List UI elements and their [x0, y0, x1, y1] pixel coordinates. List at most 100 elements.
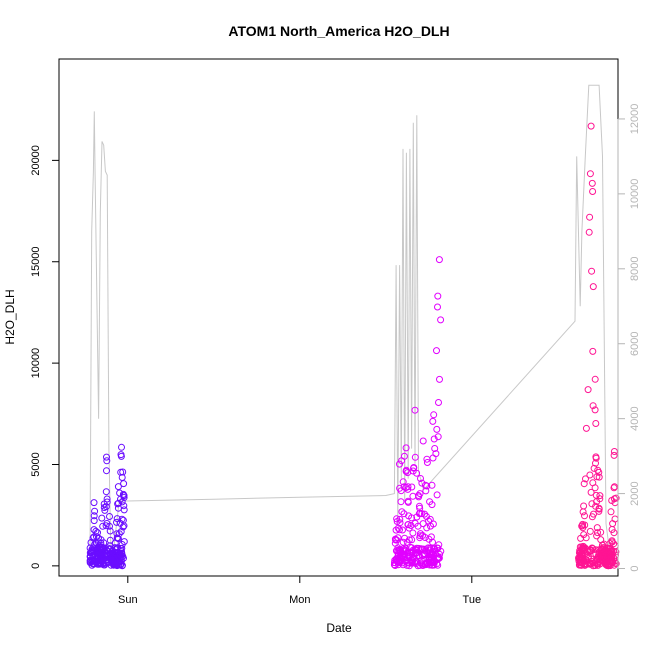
data-point: [592, 459, 599, 467]
data-point: [581, 512, 588, 520]
data-point: [610, 448, 618, 455]
data-point: [90, 526, 98, 534]
data-point: [586, 527, 594, 535]
data-point: [593, 473, 601, 481]
data-point: [98, 514, 106, 522]
data-point: [408, 536, 416, 544]
altitude-line: [89, 84, 610, 562]
data-point: [421, 510, 428, 518]
data-point: [433, 347, 440, 355]
y2-tick-label: 8000: [629, 257, 641, 281]
y2-tick-label: 6000: [629, 331, 641, 355]
data-point: [593, 524, 601, 532]
data-point: [114, 504, 122, 512]
data-point: [117, 452, 125, 460]
data-point: [116, 519, 124, 527]
data-point: [577, 546, 585, 554]
data-point: [610, 495, 618, 503]
data-point: [419, 437, 427, 445]
data-point: [427, 522, 434, 530]
data-point: [582, 475, 589, 483]
data-point: [430, 435, 438, 443]
data-point: [419, 532, 427, 539]
data-point: [437, 316, 445, 324]
data-point: [106, 513, 113, 520]
data-point: [399, 538, 407, 546]
data-point: [103, 457, 111, 465]
data-point: [399, 526, 406, 534]
data-point: [578, 543, 586, 551]
data-point: [594, 553, 602, 560]
data-point: [409, 529, 417, 537]
data-point: [593, 532, 601, 540]
data-point: [597, 528, 605, 536]
data-point: [118, 557, 125, 565]
data-point: [397, 557, 405, 565]
data-point: [120, 538, 128, 546]
data-point: [418, 560, 426, 568]
data-point: [106, 554, 114, 562]
data-point: [398, 508, 406, 516]
data-point: [595, 507, 603, 515]
data-point: [396, 519, 404, 527]
data-point: [607, 508, 615, 516]
data-point: [109, 548, 116, 555]
data-point: [586, 213, 594, 221]
data-point: [588, 500, 596, 508]
data-point: [606, 544, 614, 552]
data-point: [604, 562, 612, 570]
data-point: [90, 499, 98, 507]
data-point: [436, 375, 443, 383]
data-point: [435, 256, 443, 264]
data-point: [435, 554, 443, 562]
data-point: [91, 507, 99, 515]
points-layer: [86, 122, 620, 570]
data-point: [97, 539, 105, 547]
data-point: [411, 519, 419, 527]
data-point: [102, 488, 110, 496]
data-point: [591, 484, 599, 492]
data-point: [399, 478, 407, 486]
data-point: [586, 546, 594, 554]
data-point: [120, 492, 128, 500]
data-point: [594, 529, 601, 537]
data-point: [595, 504, 603, 512]
data-point: [592, 420, 600, 427]
data-point: [90, 512, 98, 520]
data-point: [591, 406, 599, 414]
data-point: [397, 549, 405, 556]
data-point: [94, 553, 102, 561]
data-point: [417, 530, 424, 538]
data-point: [608, 537, 616, 545]
data-point: [405, 536, 413, 544]
data-point: [587, 122, 595, 130]
data-point: [589, 347, 597, 355]
data-point: [392, 536, 399, 544]
data-point: [423, 459, 431, 466]
data-point: [425, 535, 433, 543]
data-point: [405, 512, 413, 520]
data-point: [393, 547, 401, 554]
data-point: [118, 498, 126, 506]
data-point: [586, 471, 594, 479]
data-point: [590, 510, 597, 518]
data-point: [580, 480, 588, 488]
data-point: [103, 498, 111, 506]
data-point: [398, 457, 406, 465]
data-point: [580, 502, 588, 510]
y2-tick-label: 0: [629, 565, 641, 571]
data-point: [582, 424, 590, 432]
data-point: [423, 482, 431, 490]
data-point: [410, 464, 418, 472]
data-point: [94, 544, 102, 552]
data-point: [595, 473, 603, 481]
data-point: [417, 475, 424, 482]
data-point: [425, 559, 433, 567]
data-point: [427, 533, 435, 541]
data-point: [115, 530, 123, 538]
data-point: [103, 467, 110, 475]
data-point: [407, 522, 415, 529]
data-point: [429, 454, 437, 462]
data-point: [100, 504, 108, 511]
data-point: [589, 402, 597, 410]
